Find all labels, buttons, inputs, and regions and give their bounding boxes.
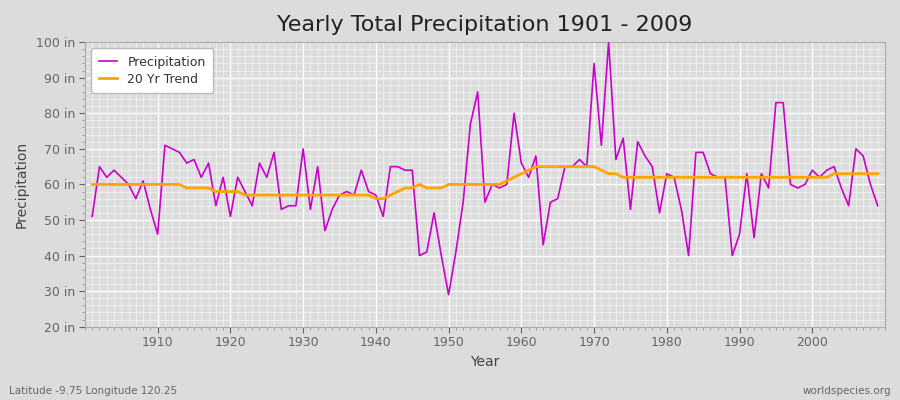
Precipitation — [603, 40, 614, 44]
20 Yr Trend — [523, 168, 534, 172]
Text: Latitude -9.75 Longitude 120.25: Latitude -9.75 Longitude 120.25 — [9, 386, 177, 396]
Precipitation — [523, 175, 534, 180]
Precipitation — [145, 207, 156, 212]
20 Yr Trend — [305, 193, 316, 198]
Precipitation — [305, 207, 316, 212]
Precipitation — [516, 161, 526, 166]
Precipitation — [86, 214, 97, 219]
Line: Precipitation: Precipitation — [92, 42, 878, 295]
Y-axis label: Precipitation: Precipitation — [15, 141, 29, 228]
20 Yr Trend — [516, 171, 526, 176]
20 Yr Trend — [348, 193, 359, 198]
Precipitation — [617, 136, 628, 140]
Precipitation — [443, 292, 454, 297]
Line: 20 Yr Trend: 20 Yr Trend — [92, 167, 878, 199]
20 Yr Trend — [530, 164, 541, 169]
20 Yr Trend — [617, 175, 628, 180]
Title: Yearly Total Precipitation 1901 - 2009: Yearly Total Precipitation 1901 - 2009 — [277, 15, 693, 35]
Legend: Precipitation, 20 Yr Trend: Precipitation, 20 Yr Trend — [91, 48, 213, 93]
Precipitation — [872, 203, 883, 208]
Precipitation — [348, 193, 359, 198]
20 Yr Trend — [872, 171, 883, 176]
20 Yr Trend — [145, 182, 156, 187]
X-axis label: Year: Year — [471, 355, 500, 369]
Text: worldspecies.org: worldspecies.org — [803, 386, 891, 396]
20 Yr Trend — [86, 182, 97, 187]
20 Yr Trend — [371, 196, 382, 201]
